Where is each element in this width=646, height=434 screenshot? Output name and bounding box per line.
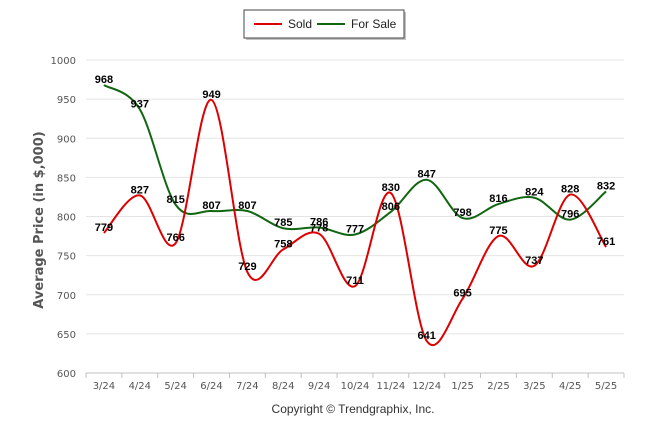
y-tick-label: 850	[57, 173, 76, 184]
data-label-sold: 830	[382, 182, 400, 194]
data-label-sold: 729	[238, 261, 256, 273]
y-axis-label: Average Price (in $,000)	[32, 131, 47, 308]
data-label-sold: 778	[310, 223, 328, 235]
y-tick-label: 750	[57, 252, 76, 263]
data-label-for-sale: 824	[525, 187, 544, 199]
data-label-sold: 737	[525, 255, 543, 267]
x-tick-label: 3/25	[523, 381, 545, 392]
data-label-for-sale: 796	[561, 209, 579, 221]
x-tick-label: 5/24	[164, 381, 186, 392]
y-tick-label: 900	[57, 134, 76, 145]
x-tick-label: 9/24	[308, 381, 330, 392]
x-tick-label: 12/24	[412, 381, 441, 392]
data-labels: 779 827 766 949 729 758 778 711 830 641 695 775 737 8…	[95, 74, 615, 342]
data-label-sold: 641	[418, 330, 436, 342]
data-label-sold: 775	[489, 225, 507, 237]
data-label-sold: 779	[95, 222, 113, 234]
grid-lines	[86, 59, 624, 374]
x-tick-label: 6/24	[200, 381, 222, 392]
data-label-for-sale: 807	[238, 200, 256, 212]
x-tick-label: 4/24	[129, 381, 151, 392]
y-tick-label: 950	[57, 95, 76, 106]
data-label-for-sale: 786	[310, 216, 328, 228]
data-label-for-sale: 968	[95, 74, 113, 86]
data-label-sold: 949	[202, 89, 220, 101]
data-label-for-sale: 937	[131, 98, 149, 110]
data-label-sold: 761	[597, 236, 615, 248]
y-tick-label: 700	[57, 291, 76, 302]
x-axis-ticks: 3/24 4/24 5/24 6/24 7/24 8/24 9/24 10/24 11/24 12…	[93, 381, 618, 392]
x-tick-label: 2/25	[487, 381, 509, 392]
data-label-sold: 758	[274, 238, 292, 250]
series-line-sold	[103, 98, 607, 346]
y-axis-ticks: 600 650 700 750 800 850 900 950 1000	[51, 56, 76, 380]
legend-for-sale-label: For Sale	[351, 17, 397, 31]
legend-sold-label: Sold	[288, 17, 312, 31]
x-tick-label: 8/24	[272, 381, 294, 392]
data-label-sold: 711	[346, 275, 364, 287]
data-label-for-sale: 785	[274, 217, 292, 229]
data-label-sold: 766	[166, 232, 184, 244]
data-label-sold: 695	[453, 288, 471, 300]
data-label-for-sale: 815	[166, 194, 184, 206]
x-tick-label: 1/25	[451, 381, 473, 392]
data-label-sold: 828	[561, 184, 579, 196]
data-label-for-sale: 847	[418, 169, 436, 181]
x-tick-label: 3/24	[93, 381, 115, 392]
x-tick-label: 4/25	[559, 381, 581, 392]
legend: Sold For Sale	[243, 9, 406, 40]
y-tick-label: 1000	[51, 56, 76, 67]
data-label-sold: 827	[131, 184, 149, 196]
data-label-for-sale: 816	[489, 193, 507, 205]
series-line-for-sale	[103, 84, 607, 236]
data-label-for-sale: 798	[453, 207, 471, 219]
data-label-for-sale: 832	[597, 180, 615, 192]
y-tick-label: 650	[57, 330, 76, 341]
y-tick-label: 800	[57, 213, 76, 224]
x-tick-label: 5/25	[595, 381, 617, 392]
data-label-for-sale: 807	[202, 200, 220, 212]
series-lines	[103, 84, 607, 346]
y-tick-label: 600	[57, 369, 76, 380]
x-axis	[85, 372, 625, 378]
data-label-for-sale: 777	[346, 223, 364, 235]
copyright-credit: Copyright © Trendgraphix, Inc.	[272, 402, 435, 416]
data-label-for-sale: 806	[382, 201, 400, 213]
x-tick-label: 7/24	[236, 381, 258, 392]
x-tick-label: 11/24	[376, 381, 405, 392]
x-tick-label: 10/24	[341, 381, 370, 392]
